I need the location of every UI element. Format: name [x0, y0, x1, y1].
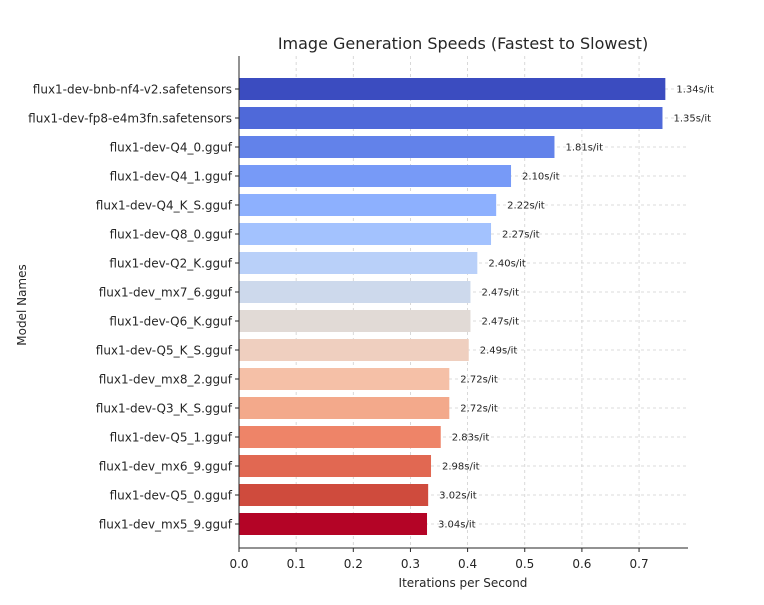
bar	[239, 252, 478, 274]
y-tick-label: flux1-dev-Q3_K_S.gguf	[96, 402, 233, 416]
bar	[239, 513, 428, 535]
bar	[239, 397, 450, 419]
x-tick-label: 0.6	[572, 557, 591, 571]
y-tick-label: flux1-dev_mx5_9.gguf	[99, 518, 233, 532]
y-tick-label: flux1-dev-Q5_K_S.gguf	[96, 344, 233, 358]
x-tick-label: 0.4	[458, 557, 477, 571]
bar	[239, 107, 663, 129]
bar	[239, 223, 492, 245]
bar	[239, 368, 450, 390]
bar	[239, 310, 471, 332]
chart-title: Image Generation Speeds (Fastest to Slow…	[278, 34, 648, 53]
y-tick-label: flux1-dev-bnb-nf4-v2.safetensors	[33, 83, 232, 97]
data-label: 2.47s/it	[481, 288, 519, 299]
y-tick-label: flux1-dev-Q2_K.gguf	[109, 257, 232, 271]
y-tick-label: flux1-dev-Q4_0.gguf	[110, 141, 233, 155]
x-tick-label: 0.0	[229, 557, 248, 571]
bar	[239, 194, 497, 216]
data-label: 2.83s/it	[452, 433, 490, 444]
bar	[239, 165, 512, 187]
x-tick-label: 0.2	[344, 557, 363, 571]
data-label: 2.40s/it	[488, 259, 526, 270]
data-label: 2.27s/it	[502, 230, 540, 241]
bar	[239, 426, 441, 448]
bar	[239, 484, 429, 506]
x-tick-label: 0.3	[401, 557, 420, 571]
data-label: 3.02s/it	[439, 491, 477, 502]
y-tick-label: flux1-dev-Q4_K_S.gguf	[96, 199, 233, 213]
data-label: 2.49s/it	[480, 346, 518, 357]
y-tick-label: flux1-dev_mx6_9.gguf	[99, 460, 233, 474]
data-label: 3.04s/it	[438, 520, 476, 531]
x-tick-label: 0.1	[287, 557, 306, 571]
y-axis-label: Model Names	[15, 264, 29, 346]
data-label: 2.98s/it	[442, 462, 480, 473]
x-tick-label: 0.5	[515, 557, 534, 571]
y-tick-label: flux1-dev-Q4_1.gguf	[110, 170, 233, 184]
y-tick-label: flux1-dev-Q6_K.gguf	[109, 315, 232, 329]
bar	[239, 281, 471, 303]
bar	[239, 339, 469, 361]
y-tick-label: flux1-dev-Q8_0.gguf	[110, 228, 233, 242]
y-tick-label: flux1-dev-Q5_0.gguf	[110, 489, 233, 503]
data-label: 1.35s/it	[673, 114, 711, 125]
y-tick-label: flux1-dev_mx8_2.gguf	[99, 373, 233, 387]
data-label: 2.22s/it	[507, 201, 545, 212]
data-label: 1.34s/it	[676, 85, 714, 96]
data-label: 2.72s/it	[460, 404, 498, 415]
data-label: 1.81s/it	[565, 143, 603, 154]
bar	[239, 455, 432, 477]
data-label: 2.10s/it	[522, 172, 560, 183]
data-label: 2.47s/it	[481, 317, 519, 328]
bars-layer	[239, 78, 666, 535]
axes-layer	[235, 56, 688, 552]
x-tick-label: 0.7	[630, 557, 649, 571]
y-tick-label: flux1-dev_mx7_6.gguf	[99, 286, 233, 300]
data-label: 2.72s/it	[460, 375, 498, 386]
bar	[239, 136, 555, 158]
y-tick-label: flux1-dev-fp8-e4m3fn.safetensors	[28, 112, 232, 126]
labels-layer: flux1-dev-bnb-nf4-v2.safetensors 1.34s/it…	[28, 83, 714, 572]
y-tick-label: flux1-dev-Q5_1.gguf	[110, 431, 233, 445]
x-axis-label: Iterations per Second	[399, 576, 528, 590]
bar	[239, 78, 666, 100]
